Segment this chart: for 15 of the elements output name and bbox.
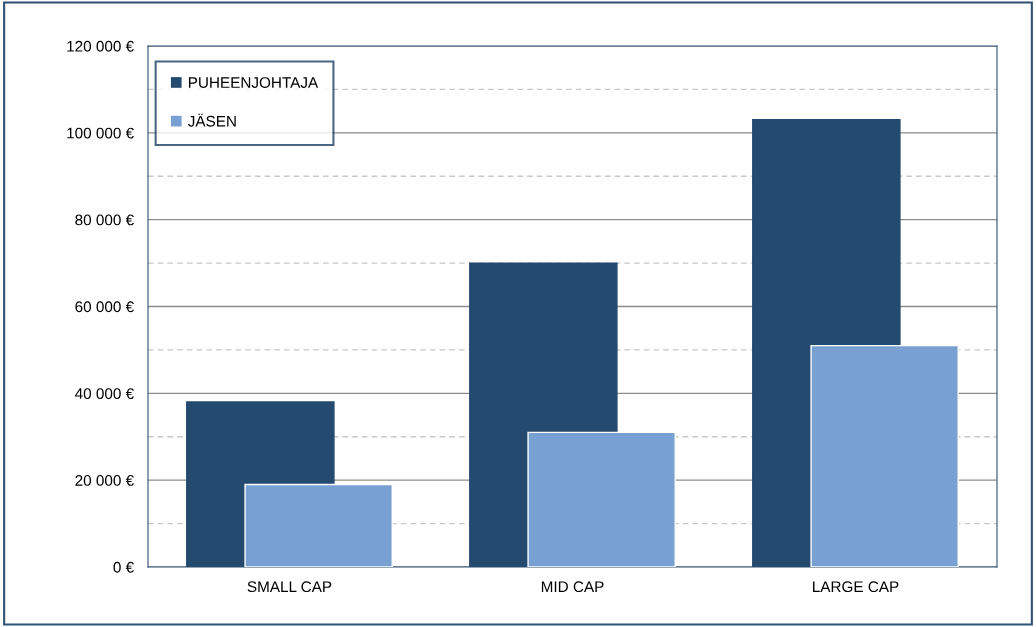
legend-label: PUHEENJOHTAJA (188, 77, 319, 88)
y-tick-label: 40 000 € (75, 388, 134, 400)
bar (244, 483, 393, 567)
y-tick-label: 120 000 € (67, 40, 134, 52)
y-tick-label: 100 000 € (67, 127, 134, 139)
y-tick-label: 0 € (113, 561, 134, 573)
y-tick-label: 60 000 € (75, 301, 134, 313)
y-tick-label: 20 000 € (75, 475, 134, 486)
x-tick-label: MID CAP (541, 581, 604, 593)
y-tick-label: 80 000 € (75, 214, 134, 226)
legend-label: JÄSEN (187, 113, 236, 127)
x-tick-label: LARGE CAP (813, 581, 899, 593)
bar (810, 344, 959, 567)
x-tick-label: SMALL CAP (247, 581, 332, 593)
bar (527, 431, 676, 567)
